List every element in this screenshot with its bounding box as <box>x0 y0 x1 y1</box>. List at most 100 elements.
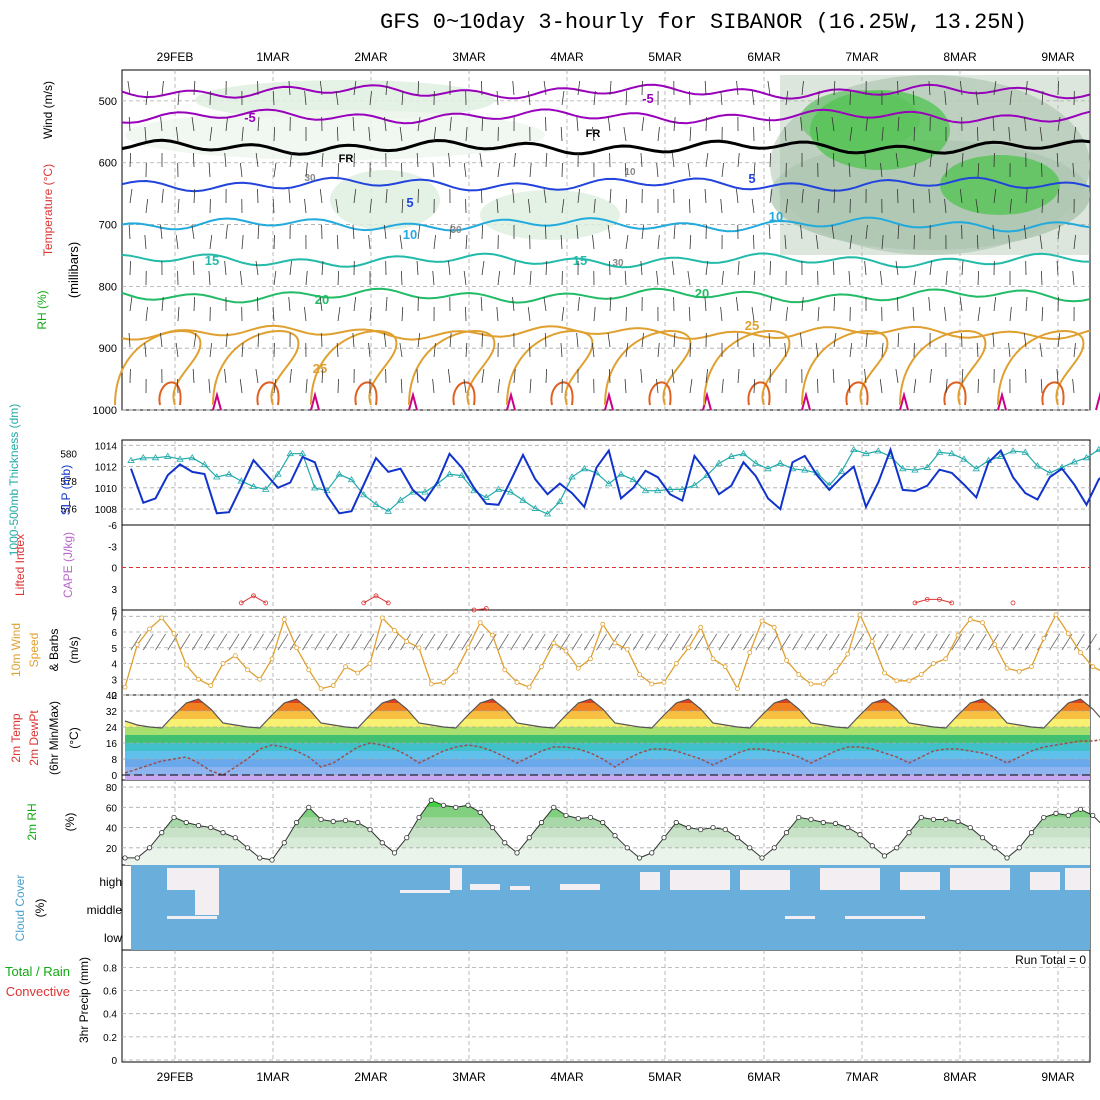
wind-barb <box>784 126 787 142</box>
thickness-point <box>274 470 282 477</box>
wind-barb <box>560 126 563 142</box>
wind-barb <box>544 332 547 348</box>
cloud-gap <box>740 870 790 890</box>
rh2-ylabel: 2m RH <box>25 803 39 840</box>
wind10-barb <box>277 633 289 651</box>
wind-barb <box>1039 234 1043 250</box>
wind-barb <box>801 80 804 96</box>
wind-barb <box>209 342 213 358</box>
wind-barb <box>577 80 581 96</box>
rh-point <box>453 804 459 810</box>
contour-label: FR <box>339 153 354 165</box>
wind-barb <box>769 296 773 312</box>
precip-panel: 0 0.2 0.4 0.6 0.8 Run Total = 0 <box>103 953 1090 1067</box>
rh-point <box>477 809 483 815</box>
rh-point <box>146 845 153 851</box>
rh-point <box>269 857 275 863</box>
thickness-point <box>335 470 343 477</box>
wind-barb <box>561 198 565 214</box>
wind-speed-point <box>784 657 789 663</box>
wind-barb <box>753 270 756 286</box>
wind10-barb <box>289 633 301 651</box>
wind10-barb <box>718 633 730 651</box>
wind-speed-point <box>710 656 716 662</box>
thickness-point <box>151 454 160 461</box>
wind10-barb <box>375 633 387 651</box>
wind-barb <box>720 198 723 214</box>
wind-barb <box>961 152 964 168</box>
rh-point <box>355 819 361 826</box>
wind-speed-point <box>845 651 851 657</box>
wind-barb <box>817 90 820 106</box>
top-date-label: 9MAR <box>1041 50 1075 64</box>
wind-barb <box>1040 270 1043 286</box>
wind-barb <box>335 198 339 214</box>
wind-barb <box>1008 126 1011 142</box>
wind10-barb <box>902 633 914 651</box>
slp-tick: 1010 <box>95 484 118 495</box>
wind10-barb <box>828 633 840 651</box>
temp-band <box>122 687 1090 695</box>
wind-barb <box>879 270 883 286</box>
wind-speed-point <box>747 650 753 655</box>
wind10-barb <box>363 633 375 651</box>
rh-point <box>967 824 973 831</box>
wind-speed-point <box>882 670 887 676</box>
thickness-point <box>311 484 319 491</box>
wind-barb <box>129 296 133 312</box>
wind-barb <box>448 152 451 168</box>
wind-speed-point <box>771 624 777 630</box>
wind-speed-point <box>196 676 201 682</box>
wind-barb <box>831 224 835 240</box>
cloud-gap <box>1030 872 1060 890</box>
wind-barb <box>241 126 244 142</box>
wind-barb <box>368 342 371 358</box>
wind-barb <box>895 368 899 384</box>
wind-barb <box>769 260 771 276</box>
wind-speed-point <box>833 668 838 674</box>
temp-tick: 0 <box>111 771 117 782</box>
bottom-date-label: 8MAR <box>943 1070 977 1084</box>
wind-barb <box>961 260 964 276</box>
wind10-barb <box>302 633 313 651</box>
cloud-fill <box>131 865 1090 950</box>
top-date-label: 6MAR <box>747 50 781 64</box>
cloud-gap <box>510 886 530 890</box>
wind-speed-point <box>171 631 177 637</box>
wind-barb <box>689 234 692 250</box>
wind-barb <box>255 260 259 276</box>
wind-barb <box>449 224 452 240</box>
wind10-barb <box>804 633 816 651</box>
wind-barb <box>417 80 420 96</box>
thickness-point <box>1021 448 1029 455</box>
wind-barb <box>815 126 819 142</box>
rh-point <box>673 819 679 826</box>
wind-speed-point <box>894 678 900 684</box>
temp-tick: 8 <box>111 755 117 766</box>
wind-barb <box>465 126 468 142</box>
cape-li-panel: -6 -3 0 3 6 <box>108 521 1090 617</box>
wind-speed-point <box>1016 668 1022 674</box>
pressure-tick: 700 <box>99 220 117 232</box>
wind10-barb <box>939 633 950 651</box>
wind-barb <box>241 234 244 250</box>
wind10-barb <box>571 633 583 651</box>
wind-barb <box>209 234 213 250</box>
wind-barb <box>576 116 579 132</box>
rh-point <box>943 816 949 823</box>
wind-barb <box>177 306 180 322</box>
wind-barb <box>417 332 421 348</box>
wind-barb <box>1009 306 1012 322</box>
thickness-point <box>237 477 245 484</box>
wind-barb <box>881 342 884 358</box>
wind-barb <box>848 270 851 286</box>
rh-point <box>808 816 814 823</box>
thickness-point <box>372 500 380 507</box>
thickness-point <box>1046 469 1054 476</box>
thickness-point <box>507 488 515 495</box>
wind-speed-point <box>931 661 936 666</box>
rh-point <box>257 855 263 861</box>
wind-barb <box>929 152 933 168</box>
wind-barb <box>129 152 132 168</box>
